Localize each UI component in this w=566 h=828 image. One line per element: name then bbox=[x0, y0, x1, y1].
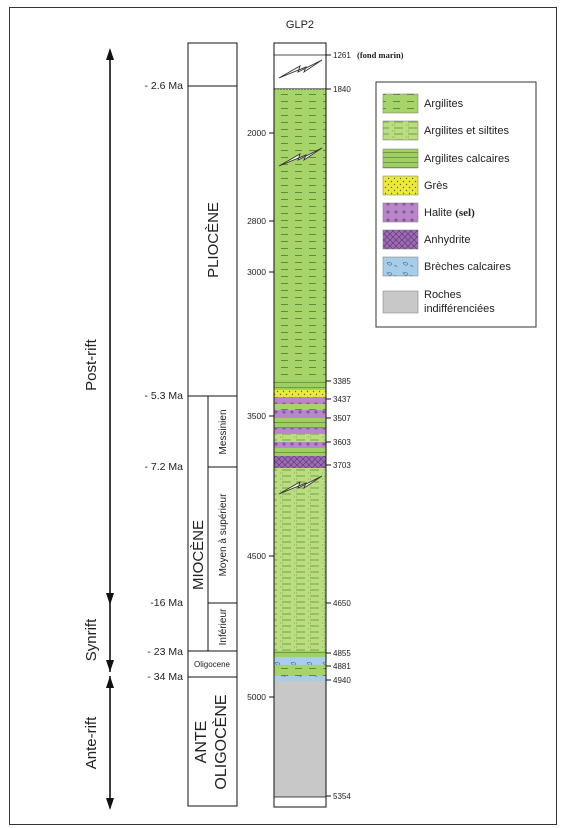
epoch-pliocene: PLIOCÈNE bbox=[205, 202, 222, 278]
legend-swatch-gres bbox=[382, 175, 419, 196]
depth-label: 1840 bbox=[333, 85, 351, 94]
depth-label: 4500 bbox=[247, 551, 266, 561]
legend-label: Halite (sel) bbox=[424, 207, 475, 219]
legend-label-extra: (sel) bbox=[455, 207, 475, 219]
age-label: - 7.2 Ma bbox=[144, 461, 183, 473]
epoch-ante: ANTE bbox=[193, 721, 210, 764]
break-symbols bbox=[278, 59, 323, 495]
phase-arrows bbox=[106, 48, 114, 810]
epoch-oligocene: Oligocene bbox=[194, 660, 231, 669]
age-label: -16 Ma bbox=[150, 597, 183, 609]
age-label: - 5.3 Ma bbox=[144, 390, 183, 402]
epoch-messinien: Messinien bbox=[218, 409, 229, 454]
legend-swatch-argilites bbox=[382, 93, 419, 114]
legend-label: Anhydrite bbox=[424, 234, 470, 246]
depth-label: 3000 bbox=[247, 267, 266, 277]
epoch-oligocene-ante: OLIGOCÈNE bbox=[211, 694, 230, 789]
depth-label: 4940 bbox=[333, 676, 351, 685]
depth-label: 5000 bbox=[247, 692, 266, 702]
age-label: - 2.6 Ma bbox=[144, 80, 183, 92]
legend-swatch-breches bbox=[382, 256, 419, 277]
epoch-moyen-superieur: Moyen à supérieur bbox=[218, 493, 229, 576]
top-depth-value: 1261 bbox=[333, 51, 351, 60]
depth-label: 3437 bbox=[333, 395, 351, 404]
phase-label-ante-rift: Ante-rift bbox=[83, 716, 100, 769]
legend-swatch-argilites-calcaires bbox=[382, 148, 419, 169]
top-depth-note: (fond marin) bbox=[357, 50, 404, 60]
figure-frame bbox=[9, 7, 557, 825]
depth-label: 3385 bbox=[333, 377, 351, 386]
legend-label-line2: indifférenciées bbox=[424, 303, 495, 315]
legend-swatch-argilites-siltites bbox=[382, 120, 419, 141]
left-depth-ticks: 2000 2800 3000 3500 4500 5000 bbox=[247, 128, 274, 702]
lithology-column bbox=[273, 42, 327, 808]
lithology-legend: Argilites Argilites et siltites Argilite… bbox=[375, 81, 537, 328]
depth-label: 3507 bbox=[333, 414, 351, 423]
legend-swatch-halite bbox=[382, 202, 419, 223]
age-label: - 34 Ma bbox=[147, 671, 183, 683]
age-label: - 23 Ma bbox=[147, 646, 183, 658]
phase-label-post-rift: Post-rift bbox=[83, 338, 100, 391]
epoch-inferieur: Inférieur bbox=[218, 608, 229, 645]
depth-label: 3703 bbox=[333, 461, 351, 470]
depth-label: 3500 bbox=[247, 411, 266, 421]
depth-label: 2800 bbox=[247, 216, 266, 226]
depth-label: 4855 bbox=[333, 649, 351, 658]
legend-label: Argilites bbox=[424, 98, 464, 110]
legend-label: Brèches calcaires bbox=[424, 261, 511, 273]
legend-label: Grès bbox=[424, 180, 448, 192]
legend-swatch-anhydrite bbox=[382, 229, 419, 250]
epoch-column bbox=[187, 42, 238, 807]
legend-swatch-roches bbox=[382, 290, 419, 314]
legend-label: Roches bbox=[424, 289, 462, 301]
age-labels: - 2.6 Ma - 5.3 Ma - 7.2 Ma -16 Ma - 23 M… bbox=[144, 80, 183, 683]
depth-label: 3603 bbox=[333, 438, 351, 447]
epoch-miocene: MIOCÈNE bbox=[190, 520, 207, 590]
right-depth-ticks: 1261 (fond marin) 1840 3385 3437 3507 36… bbox=[326, 50, 404, 801]
phase-label-synrift: Synrift bbox=[83, 618, 100, 661]
legend-label: Argilites et siltites bbox=[424, 125, 509, 137]
depth-label: 4650 bbox=[333, 599, 351, 608]
depth-label: 5354 bbox=[333, 792, 351, 801]
well-title: GLP2 bbox=[286, 19, 314, 31]
depth-label: 2000 bbox=[247, 128, 266, 138]
legend-label: Argilites calcaires bbox=[424, 153, 510, 165]
depth-label: 4881 bbox=[333, 662, 351, 671]
